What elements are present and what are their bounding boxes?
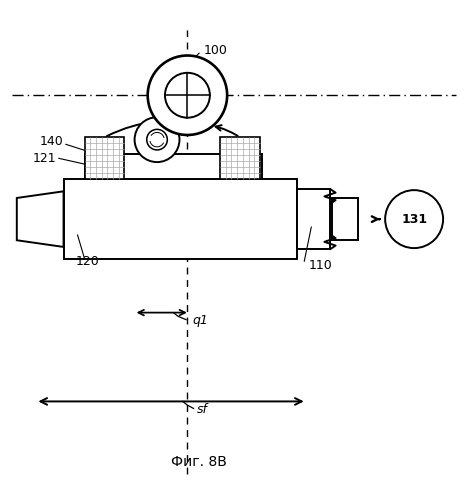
Circle shape [135, 117, 179, 162]
Text: 121: 121 [236, 152, 260, 165]
Text: Фиг. 8В: Фиг. 8В [171, 455, 227, 469]
Bar [85, 137, 124, 179]
Bar [220, 137, 260, 179]
Bar [333, 198, 358, 240]
Bar [63, 179, 297, 259]
Text: q1: q1 [192, 314, 208, 327]
Polygon shape [17, 191, 63, 247]
Circle shape [148, 55, 227, 135]
Text: 140: 140 [40, 136, 63, 149]
Text: 100: 100 [204, 44, 228, 57]
Bar [85, 154, 262, 179]
Text: 121: 121 [33, 152, 57, 165]
Text: 110: 110 [309, 259, 333, 272]
Circle shape [385, 190, 443, 248]
Bar [297, 189, 330, 250]
Circle shape [147, 129, 167, 150]
Text: sf: sf [197, 403, 208, 416]
Text: 131: 131 [401, 213, 427, 226]
Text: 120: 120 [75, 254, 99, 267]
Circle shape [165, 73, 210, 118]
